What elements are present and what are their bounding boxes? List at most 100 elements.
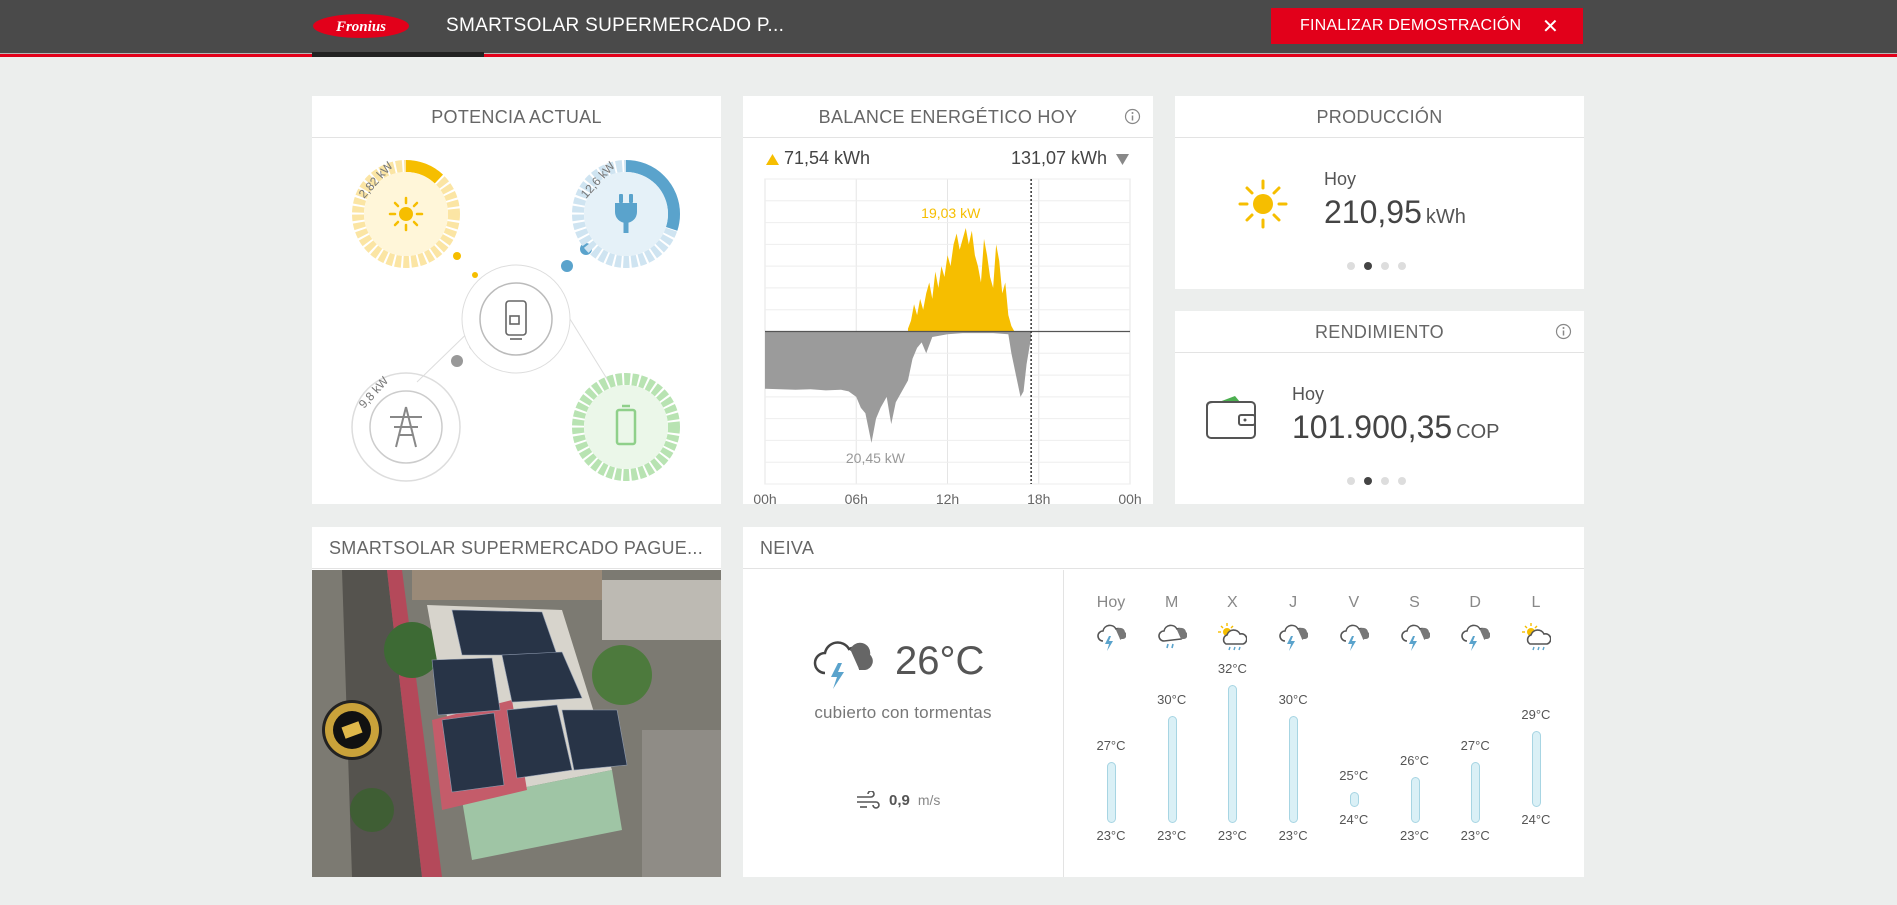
produced-total: 71,54 kWh xyxy=(766,148,870,169)
forecast-day: M 30°C 23°C xyxy=(1142,570,1202,877)
forecast-temp-bar xyxy=(1228,685,1238,823)
yield-value-number: 101.900,35 xyxy=(1292,409,1453,445)
weekly-forecast: Hoy 27°C 23°C M 30°C 23°C X 32°C 23°C J 30°C 23°C V 2… xyxy=(1063,570,1584,877)
power-flow-diagram: 2,82 kW 12,6 kW xyxy=(351,158,680,482)
pager-dot[interactable] xyxy=(1347,477,1355,485)
end-demo-button[interactable]: FINALIZAR DEMOSTRACIÓN ✕ xyxy=(1271,8,1583,44)
forecast-temp-bar xyxy=(1531,730,1541,808)
logo-text: Fronius xyxy=(335,19,386,35)
grid-node[interactable]: 9,8 kW xyxy=(351,372,461,482)
forecast-day: X 32°C 23°C xyxy=(1202,570,1262,877)
forecast-max-temp: 30°C xyxy=(1157,691,1187,707)
pager-dot-active[interactable] xyxy=(1364,477,1372,485)
forecast-max-temp: 29°C xyxy=(1521,706,1551,722)
forecast-day-name: D xyxy=(1469,594,1481,611)
weather-city: NEIVA xyxy=(743,527,1584,569)
forecast-min-temp: 23°C xyxy=(1217,827,1247,843)
pager-dot[interactable] xyxy=(1347,262,1355,270)
close-icon: ✕ xyxy=(1542,16,1559,38)
production-card[interactable]: PRODUCCIÓN Hoy 210,95 kWh xyxy=(1175,96,1584,289)
production-area xyxy=(907,228,1015,332)
forecast-max-temp: 32°C xyxy=(1217,661,1247,676)
forecast-day-name: S xyxy=(1409,594,1420,611)
site-title[interactable]: SMARTSOLAR SUPERMERCADO P... xyxy=(446,15,785,36)
forecast-temp-bar xyxy=(1167,715,1177,823)
forecast-day-name: J xyxy=(1289,594,1298,611)
inverter-node[interactable] xyxy=(461,264,571,374)
pager-dot[interactable] xyxy=(1398,477,1406,485)
forecast-max-temp: 25°C xyxy=(1339,768,1369,784)
forecast-min-temp: 23°C xyxy=(1157,827,1187,843)
forecast-day: D 27°C 23°C xyxy=(1445,570,1505,877)
load-node[interactable]: 12,6 kW xyxy=(572,158,680,268)
x-tick-label: 00h xyxy=(753,491,776,504)
forecast-max-temp: 26°C xyxy=(1399,752,1430,768)
production-unit: kWh xyxy=(1425,206,1466,228)
solar-flow-dot xyxy=(472,272,478,278)
fronius-logo[interactable]: Fronius xyxy=(312,13,410,39)
top-bar: Fronius SMARTSOLAR SUPERMERCADO P... FIN… xyxy=(0,0,1897,57)
solar-node[interactable]: 2,82 kW xyxy=(352,158,460,268)
forecast-max-temp: 30°C xyxy=(1278,691,1308,707)
pager-dot[interactable] xyxy=(1398,262,1406,270)
sun-icon xyxy=(388,196,424,232)
produced-total-value: 71,54 kWh xyxy=(784,148,871,168)
current-condition: cubierto con tormentas xyxy=(814,703,992,722)
forecast-min-temp: 23°C xyxy=(1460,827,1490,843)
power-tower-icon xyxy=(390,406,422,448)
battery-node[interactable] xyxy=(572,373,680,481)
yield-value: 101.900,35 COP xyxy=(1292,409,1500,446)
production-value-number: 210,95 xyxy=(1324,194,1422,230)
energy-balance-card: BALANCE ENERGÉTICO HOY 71,54 kWh 131,07 … xyxy=(743,96,1153,504)
current-power-title: POTENCIA ACTUAL xyxy=(312,96,721,138)
wind-speed: 0,9 xyxy=(889,791,910,809)
forecast-day-name: L xyxy=(1531,594,1541,611)
consumed-total-value: 131,07 kWh xyxy=(1010,148,1107,168)
pager-dot[interactable] xyxy=(1381,477,1389,485)
x-tick-label: 00h xyxy=(1118,491,1141,504)
consumption-peak-label: 20,45 kW xyxy=(846,450,906,466)
production-peak-label: 19,03 kW xyxy=(921,205,981,221)
forecast-max-temp: 27°C xyxy=(1460,737,1490,753)
yield-card[interactable]: RENDIMIENTO Hoy 101.900,35 COP xyxy=(1175,311,1584,504)
forecast-max-temp: 27°C xyxy=(1096,737,1126,753)
forecast-min-temp: 24°C xyxy=(1339,812,1369,828)
site-card[interactable]: SMARTSOLAR SUPERMERCADO PAGUE... xyxy=(312,527,721,877)
grid-flow-dot xyxy=(451,355,463,367)
production-pager[interactable] xyxy=(1347,262,1406,270)
wind-unit: m/s xyxy=(917,792,941,808)
header-accent-line xyxy=(0,54,1897,57)
info-icon[interactable] xyxy=(1555,323,1572,340)
forecast-temp-bar xyxy=(1107,761,1116,823)
consumed-total: 131,07 kWh xyxy=(1011,148,1129,169)
forecast-day-name: M xyxy=(1165,594,1179,611)
yield-period-label: Hoy xyxy=(1292,384,1325,404)
production-period-label: Hoy xyxy=(1324,169,1357,189)
yield-unit: COP xyxy=(1456,421,1500,443)
plug-icon xyxy=(615,194,637,233)
forecast-day: Hoy 27°C 23°C xyxy=(1081,570,1141,877)
battery-icon xyxy=(615,404,637,446)
forecast-day: L 29°C 24°C xyxy=(1506,570,1566,877)
thunderstorm-icon xyxy=(1400,624,1430,651)
triangle-up-icon xyxy=(766,154,779,165)
forecast-min-temp: 23°C xyxy=(1399,827,1430,843)
x-tick-label: 12h xyxy=(936,491,959,504)
thunderstorm-icon xyxy=(1461,624,1491,651)
thunderstorm-icon xyxy=(1340,624,1369,651)
consumption-area xyxy=(765,331,1032,443)
active-tab-indicator xyxy=(312,52,484,57)
inverter-icon xyxy=(505,300,527,340)
thunderstorm-icon xyxy=(1279,624,1309,651)
info-icon[interactable] xyxy=(1124,108,1141,125)
site-photo[interactable] xyxy=(312,570,721,877)
forecast-day: J 30°C 23°C xyxy=(1263,570,1323,877)
pager-dot[interactable] xyxy=(1381,262,1389,270)
site-card-title: SMARTSOLAR SUPERMERCADO PAGUE... xyxy=(312,527,721,569)
pager-dot-active[interactable] xyxy=(1364,262,1372,270)
wallet-icon xyxy=(1206,396,1256,439)
wind-icon xyxy=(857,791,880,809)
forecast-day: V 25°C 24°C xyxy=(1324,570,1384,877)
yield-pager[interactable] xyxy=(1347,477,1406,485)
energy-balance-chart[interactable]: 19,03 kW 20,45 kW 00h 06h 12h 18h 00h xyxy=(743,176,1153,504)
